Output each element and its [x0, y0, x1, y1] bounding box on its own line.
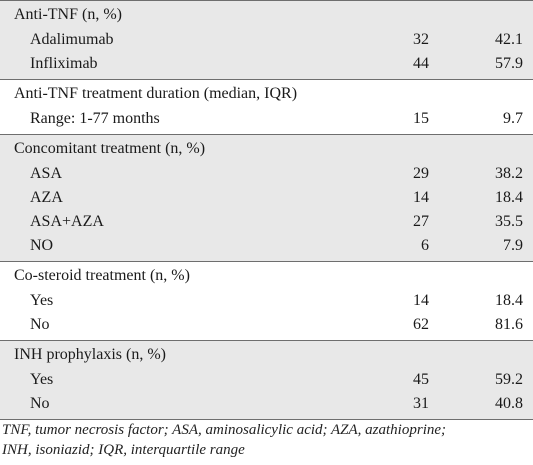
table-row: ASA 29 38.2 [0, 162, 533, 186]
table-section: Anti-TNF treatment duration (median, IQR… [0, 80, 533, 135]
footnote-line-2: INH, isoniazid; IQR, interquartile range [2, 442, 245, 458]
row-label: No [30, 316, 50, 333]
row-percent: 40.8 [495, 395, 523, 412]
table-row: No 31 40.8 [0, 392, 533, 416]
row-count: 15 [413, 110, 429, 127]
table-section: INH prophylaxis (n, %) Yes 45 59.2 No 31 40.8 [0, 341, 533, 420]
row-percent: 18.4 [495, 189, 523, 206]
row-percent: 59.2 [495, 371, 523, 388]
table-row: Yes 14 18.4 [0, 289, 533, 313]
section-header-row: Anti-TNF treatment duration (median, IQR… [0, 80, 533, 107]
table-row: Adalimumab 32 42.1 [0, 28, 533, 52]
row-label: AZA [30, 189, 63, 206]
section-header-row: Co-steroid treatment (n, %) [0, 262, 533, 289]
section-title: Concomitant treatment (n, %) [14, 140, 206, 157]
table-row: Yes 45 59.2 [0, 368, 533, 392]
row-label: Infliximab [30, 55, 98, 72]
row-label: Yes [30, 292, 54, 309]
table-row: No 62 81.6 [0, 313, 533, 337]
row-count: 45 [413, 371, 429, 388]
table-section: Anti-TNF (n, %) Adalimumab 32 42.1 Inflixima… [0, 1, 533, 80]
section-title: INH prophylaxis (n, %) [14, 346, 166, 363]
row-label: Adalimumab [30, 31, 114, 48]
row-percent: 9.7 [503, 110, 523, 127]
row-count: 32 [413, 31, 429, 48]
row-percent: 38.2 [495, 165, 523, 182]
row-label: Yes [30, 371, 54, 388]
row-percent: 18.4 [495, 292, 523, 309]
row-count: 44 [413, 55, 429, 72]
section-header-row: Concomitant treatment (n, %) [0, 135, 533, 162]
table-footnote: TNF, tumor necrosis factor; ASA, aminosa… [2, 420, 532, 460]
section-header-row: INH prophylaxis (n, %) [0, 341, 533, 368]
table-row: Range: 1-77 months 15 9.7 [0, 107, 533, 131]
table-row: ASA+AZA 27 35.5 [0, 210, 533, 234]
section-header-row: Anti-TNF (n, %) [0, 1, 533, 28]
table-section: Concomitant treatment (n, %) ASA 29 38.2 AZA… [0, 135, 533, 262]
row-percent: 81.6 [495, 316, 523, 333]
table-section: Co-steroid treatment (n, %) Yes 14 18.4 No 62… [0, 262, 533, 341]
section-title: Co-steroid treatment (n, %) [14, 267, 190, 284]
row-label: NO [30, 237, 54, 254]
row-percent: 7.9 [503, 237, 523, 254]
row-count: 29 [413, 165, 429, 182]
table-row: Infliximab 44 57.9 [0, 52, 533, 76]
row-label: ASA+AZA [30, 213, 104, 230]
row-count: 14 [413, 292, 429, 309]
row-percent: 57.9 [495, 55, 523, 72]
table-row: NO 6 7.9 [0, 234, 533, 258]
row-label: Range: 1-77 months [30, 110, 160, 127]
section-title: Anti-TNF (n, %) [14, 6, 122, 23]
row-count: 62 [413, 316, 429, 333]
table-row: AZA 14 18.4 [0, 186, 533, 210]
footnote-line-1: TNF, tumor necrosis factor; ASA, aminosa… [2, 422, 447, 438]
section-title: Anti-TNF treatment duration (median, IQR… [14, 85, 298, 102]
data-table: Anti-TNF (n, %) Adalimumab 32 42.1 Inflixima… [0, 0, 533, 420]
row-count: 6 [421, 237, 429, 254]
row-percent: 42.1 [495, 31, 523, 48]
row-count: 27 [413, 213, 429, 230]
row-count: 31 [413, 395, 429, 412]
row-label: No [30, 395, 50, 412]
row-percent: 35.5 [495, 213, 523, 230]
row-label: ASA [30, 165, 63, 182]
row-count: 14 [413, 189, 429, 206]
